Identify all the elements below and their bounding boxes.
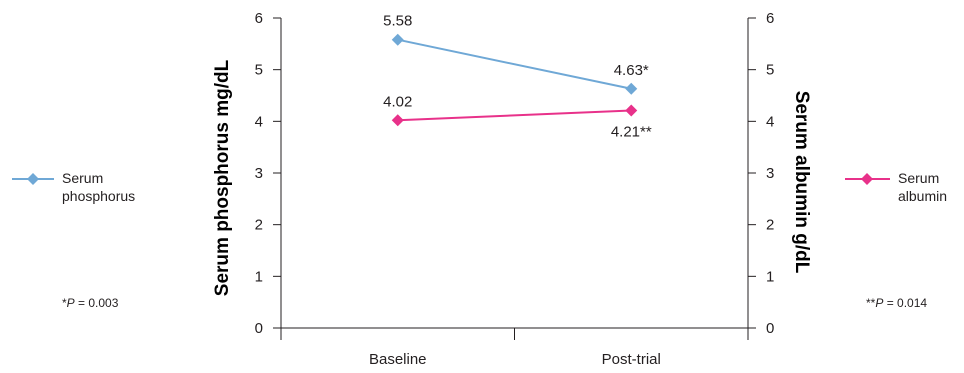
footnote-phosphorus-p-value: *P = 0.003 (62, 296, 119, 310)
left-y-tick-label: 2 (255, 217, 263, 234)
data-label-serum-phosphorus: 4.63* (614, 62, 649, 79)
right-y-tick-label: 0 (766, 320, 774, 337)
legend-marker-albumin (861, 173, 873, 185)
axes: 0 1 2 3 4 5 6 0 1 2 3 4 5 6 Baseline Post-trial (255, 10, 775, 368)
footnote-phosphorus-star: * (62, 296, 67, 310)
left-axis-title: Serum phosphorus mg/dL (212, 59, 233, 296)
right-y-tick-label: 6 (766, 10, 774, 27)
data-label-serum-phosphorus: 5.58 (383, 13, 412, 30)
x-tick-label: Post-trial (602, 351, 661, 368)
left-y-tick-label: 4 (255, 113, 263, 130)
data-point-serum-phosphorus (391, 33, 404, 46)
legend-label-phosphorus-line2: phosphorus (62, 188, 135, 204)
left-y-tick-label: 0 (255, 320, 263, 337)
left-y-tick-label: 6 (255, 10, 263, 27)
footnote-albumin-p-value: **P = 0.014 (866, 296, 927, 310)
legend-label-albumin-line2: albumin (898, 188, 947, 204)
footnote-albumin-p: P (875, 296, 883, 310)
right-y-tick-label: 5 (766, 62, 774, 79)
legend-label-phosphorus-line1: Serum (62, 170, 103, 186)
right-y-tick-label: 1 (766, 268, 774, 285)
footnote-phosphorus-value: = 0.003 (75, 296, 119, 310)
right-axis-title: Serum albumin g/dL (791, 91, 812, 274)
right-y-tick-label: 3 (766, 165, 774, 182)
right-y-tick-label: 2 (766, 217, 774, 234)
data-label-serum-albumin: 4.02 (383, 93, 412, 110)
series-group: 5.58 4.63* 4.02 4.21** (383, 13, 652, 141)
data-point-serum-phosphorus (625, 82, 638, 95)
left-y-tick-label: 5 (255, 62, 263, 79)
series-line-serum-albumin (397, 109, 632, 122)
left-y-tick-label: 3 (255, 165, 263, 182)
x-tick-label: Baseline (369, 351, 427, 368)
legend-serum-albumin: Serum albumin (845, 170, 947, 204)
legend-serum-phosphorus: Serum phosphorus (12, 170, 135, 204)
data-label-serum-albumin: 4.21** (611, 123, 652, 140)
footnote-albumin-value: = 0.014 (883, 296, 927, 310)
footnote-phosphorus-p: P (67, 296, 75, 310)
legend-label-albumin-line1: Serum (898, 170, 939, 186)
right-y-tick-label: 4 (766, 113, 774, 130)
data-point-serum-albumin (391, 114, 404, 127)
left-y-tick-label: 1 (255, 268, 263, 285)
series-line-serum-phosphorus (397, 38, 632, 90)
data-point-serum-albumin (625, 104, 638, 117)
footnote-albumin-stars: ** (866, 296, 876, 310)
legend-marker-phosphorus (27, 173, 39, 185)
